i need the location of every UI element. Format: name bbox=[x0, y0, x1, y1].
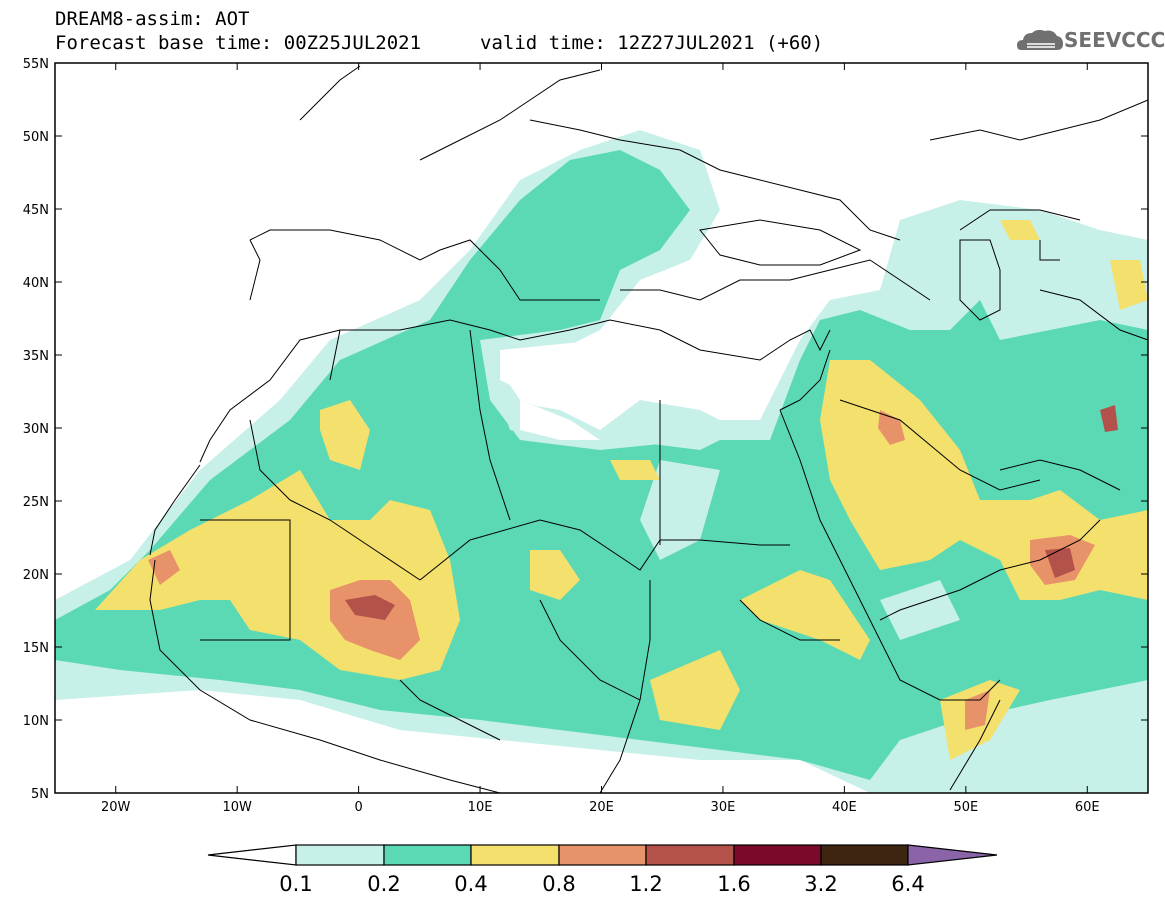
lon-tick-label: 30E bbox=[711, 800, 736, 815]
lat-tick-label: 25N bbox=[23, 495, 49, 510]
lon-tick-label: 0 bbox=[354, 800, 362, 815]
lat-tick-label: 20N bbox=[23, 568, 49, 583]
colorbar-swatch bbox=[558, 844, 647, 866]
lon-tick-label: 20W bbox=[101, 800, 131, 815]
colorbar-swatch bbox=[295, 844, 385, 866]
lat-tick-label: 35N bbox=[23, 349, 49, 364]
lat-tick-label: 5N bbox=[31, 787, 49, 802]
colorbar-swatch bbox=[645, 844, 735, 866]
colorbar-label: 1.2 bbox=[629, 872, 662, 896]
colorbar-low-arrow bbox=[207, 844, 297, 866]
lon-tick-label: 40E bbox=[832, 800, 857, 815]
lon-tick-label: 10E bbox=[468, 800, 493, 815]
colorbar-label: 0.8 bbox=[542, 872, 575, 896]
map-title: DREAM8-assim: AOT bbox=[55, 8, 250, 30]
colorbar-label: 0.1 bbox=[279, 872, 312, 896]
lon-tick-label: 60E bbox=[1075, 800, 1100, 815]
aot-contours bbox=[55, 130, 1148, 793]
lat-tick-label: 40N bbox=[23, 276, 49, 291]
lon-tick-label: 50E bbox=[953, 800, 978, 815]
colorbar-swatch bbox=[383, 844, 472, 866]
colorbar-swatch bbox=[733, 844, 822, 866]
colorbar-label: 0.2 bbox=[367, 872, 400, 896]
lon-tick-label: 10W bbox=[222, 800, 252, 815]
colorbar bbox=[207, 844, 998, 866]
latitude-axis: 55N 50N 45N 40N 35N 30N 25N 20N 15N 10N 5N bbox=[23, 57, 1148, 802]
colorbar-high-arrow bbox=[907, 844, 998, 866]
colorbar-swatch bbox=[820, 844, 909, 866]
colorbar-label: 3.2 bbox=[804, 872, 837, 896]
colorbar-label: 0.4 bbox=[454, 872, 487, 896]
lat-tick-label: 45N bbox=[23, 203, 49, 218]
lat-tick-label: 55N bbox=[23, 57, 49, 72]
valid-time: valid time: 12Z27JUL2021 (+60) bbox=[480, 32, 824, 54]
lat-tick-label: 10N bbox=[23, 714, 49, 729]
longitude-axis: 20W 10W 0 10E 20E 30E 40E 50E 60E bbox=[101, 63, 1100, 815]
lon-tick-label: 20E bbox=[589, 800, 614, 815]
logo-text: SEEVCCC bbox=[1064, 28, 1165, 52]
colorbar-labels: 0.1 0.2 0.4 0.8 1.2 1.6 3.2 6.4 bbox=[279, 872, 924, 896]
colorbar-label: 6.4 bbox=[891, 872, 924, 896]
sea-outlines bbox=[699, 219, 1001, 321]
forecast-base-time: Forecast base time: 00Z25JUL2021 bbox=[55, 32, 422, 54]
colorbar-swatch bbox=[470, 844, 560, 866]
colorbar-label: 1.6 bbox=[717, 872, 750, 896]
lat-tick-label: 50N bbox=[23, 130, 49, 145]
cloud-icon bbox=[1017, 29, 1063, 50]
lat-tick-label: 15N bbox=[23, 641, 49, 656]
country-borders bbox=[149, 65, 1149, 794]
lat-tick-label: 30N bbox=[23, 422, 49, 437]
